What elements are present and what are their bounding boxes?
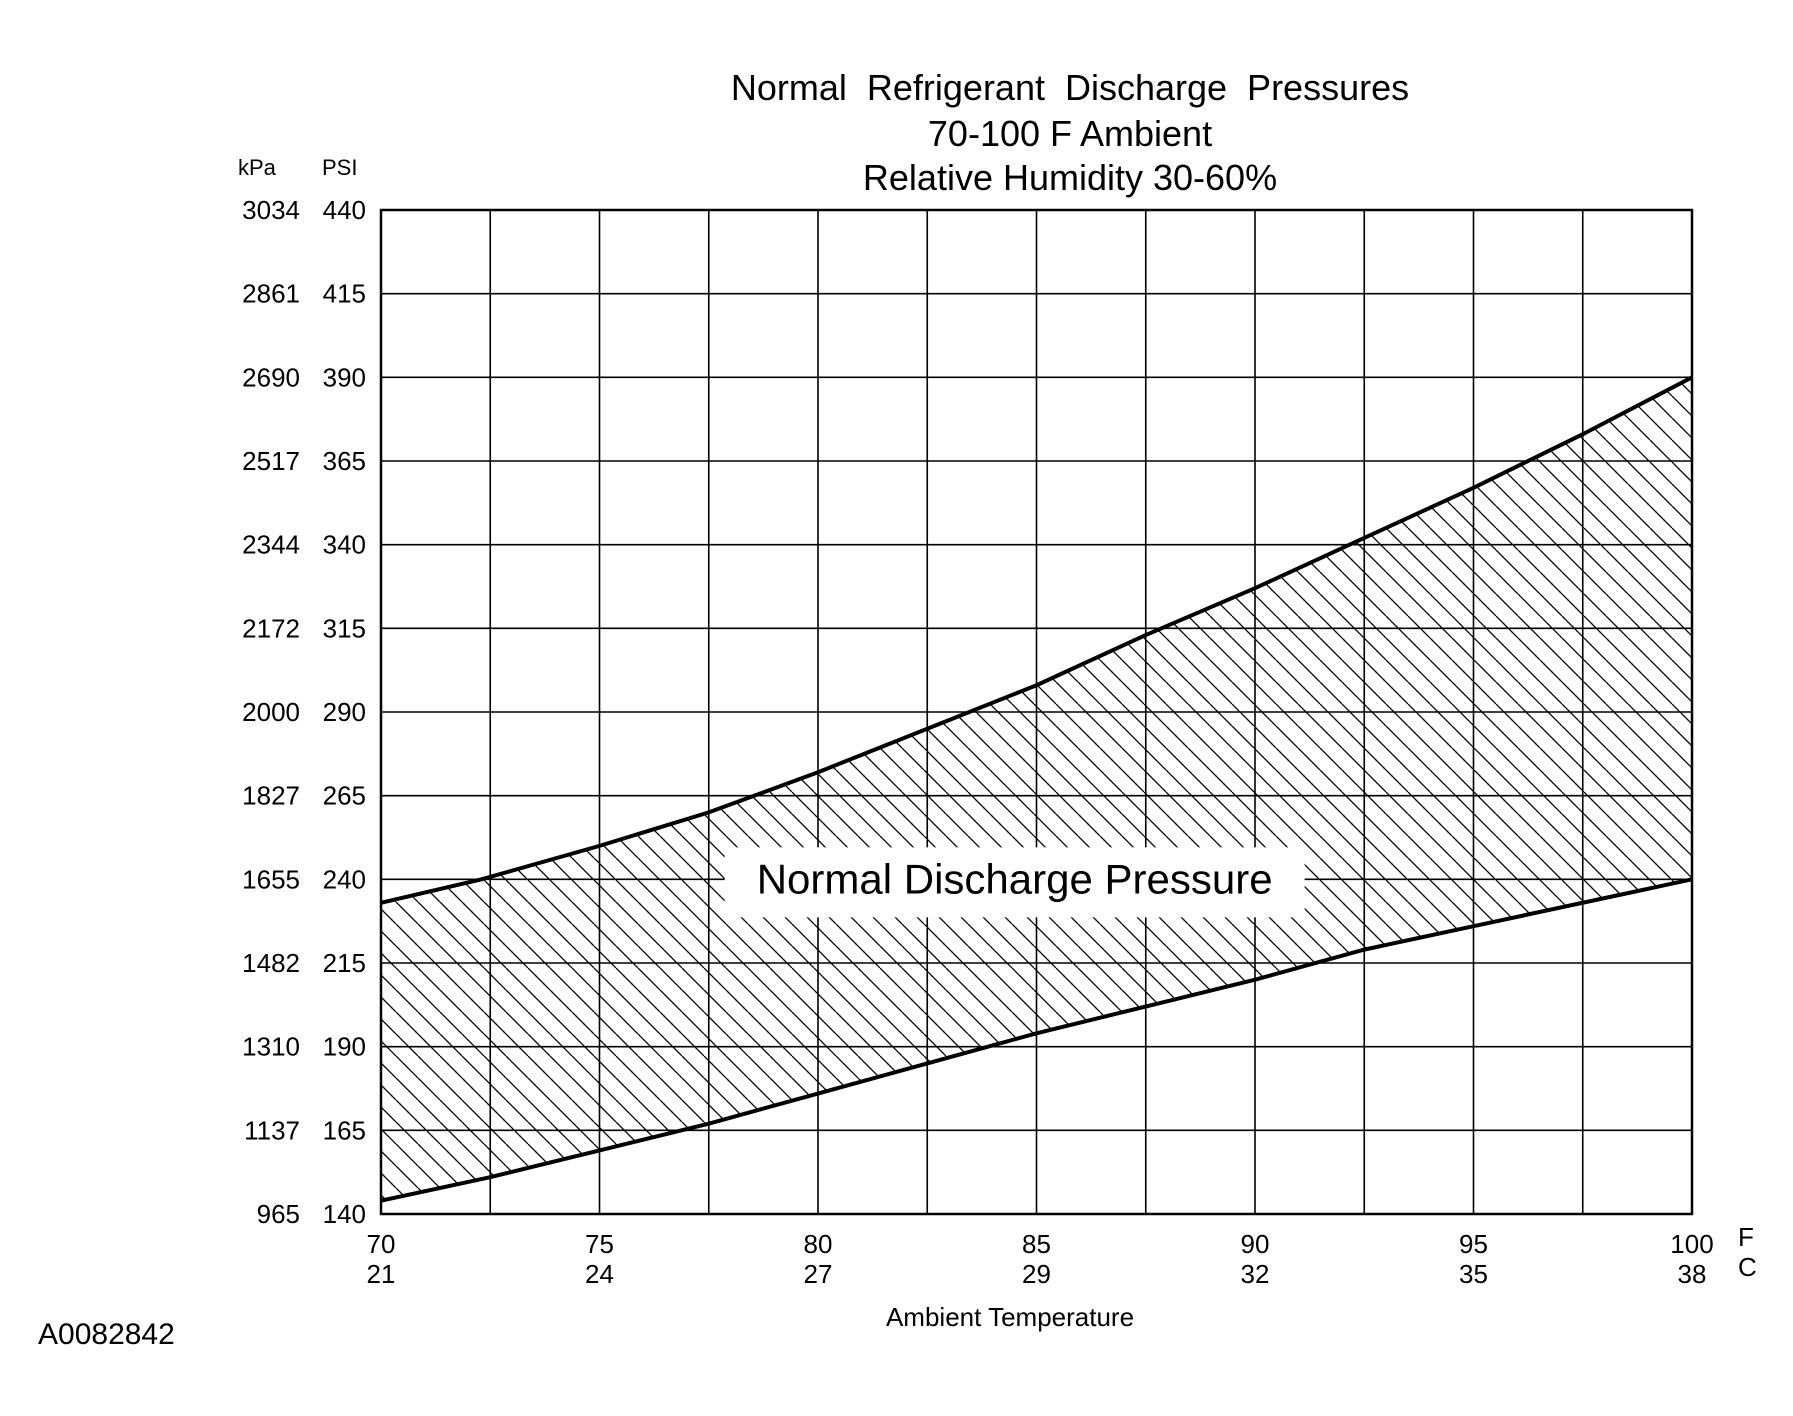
y-unit-kpa-label: kPa <box>238 155 276 180</box>
y-tick-label-psi: 290 <box>323 697 366 727</box>
chart-title-line-2: 70-100 F Ambient <box>927 113 1213 154</box>
upper-limit-line <box>380 375 1693 905</box>
y-tick-label-psi: 140 <box>323 1199 366 1229</box>
x-tick-label-c: 32 <box>1241 1259 1270 1289</box>
y-tick-label-kpa: 1655 <box>242 864 300 894</box>
x-unit-f-label: F <box>1738 1222 1754 1252</box>
y-tick-label-psi: 240 <box>323 864 366 894</box>
y-tick-label-kpa: 2690 <box>242 362 300 392</box>
band-label: Normal Discharge Pressure <box>757 855 1273 902</box>
chart-title-line-3: Relative Humidity 30-60% <box>862 157 1278 198</box>
y-tick-label-kpa: 3034 <box>242 195 300 225</box>
y-tick-label-psi: 365 <box>323 446 366 476</box>
plot-frame <box>379 208 1694 1216</box>
chart-title-line-1: Normal Refrigerant Discharge Pressures <box>730 67 1410 108</box>
band-label-background <box>724 847 1305 918</box>
y-tick-label-psi: 190 <box>323 1032 366 1062</box>
y-tick-label-kpa: 2344 <box>242 530 300 560</box>
x-tick-label-c: 27 <box>804 1259 833 1289</box>
x-axis-title: Ambient Temperature <box>885 1302 1135 1332</box>
x-tick-label-c: 24 <box>585 1259 614 1289</box>
lower-limit-line <box>380 877 1693 1203</box>
x-tick-label-c: 29 <box>1022 1259 1051 1289</box>
y-tick-label-psi: 415 <box>323 279 366 309</box>
normal-band-area <box>381 377 1692 1201</box>
y-tick-label-psi: 265 <box>323 781 366 811</box>
x-tick-label-c: 38 <box>1678 1259 1707 1289</box>
x-tick-label-c: 35 <box>1459 1259 1488 1289</box>
x-tick-label-f: 100 <box>1670 1229 1713 1259</box>
y-tick-label-kpa: 2517 <box>242 446 300 476</box>
x-tick-label-f: 70 <box>367 1229 396 1259</box>
y-tick-label-kpa: 965 <box>257 1199 300 1229</box>
x-tick-label-f: 85 <box>1022 1229 1051 1259</box>
y-tick-label-kpa: 1827 <box>242 781 300 811</box>
y-tick-label-psi: 440 <box>323 195 366 225</box>
y-tick-label-kpa: 1482 <box>242 948 300 978</box>
x-tick-label-f: 90 <box>1241 1229 1270 1259</box>
x-tick-label-f: 95 <box>1459 1229 1488 1259</box>
x-tick-label-c: 21 <box>367 1259 396 1289</box>
y-tick-label-kpa: 1137 <box>244 1115 300 1145</box>
x-unit-c-label: C <box>1738 1252 1757 1282</box>
y-tick-label-kpa: 2861 <box>242 279 300 309</box>
normal-band <box>380 375 1693 1203</box>
x-tick-label-f: 80 <box>804 1229 833 1259</box>
axes <box>379 208 1694 1216</box>
y-tick-label-kpa: 2000 <box>242 697 300 727</box>
y-tick-label-kpa: 1310 <box>242 1032 300 1062</box>
figure-id: A0082842 <box>38 1318 175 1351</box>
x-tick-label-f: 75 <box>585 1229 614 1259</box>
y-tick-label-psi: 215 <box>323 948 366 978</box>
y-tick-label-psi: 390 <box>323 362 366 392</box>
y-tick-label-psi: 165 <box>323 1115 366 1145</box>
y-tick-label-kpa: 2172 <box>242 613 300 643</box>
tick-labels: 140 965 165 1137 190 1310 215 1482 240 1655 265 182… <box>242 195 1714 1289</box>
y-tick-label-psi: 340 <box>323 530 366 560</box>
band-label-group: Normal Discharge Pressure <box>724 847 1305 918</box>
y-unit-psi-label: PSI <box>322 155 358 180</box>
y-tick-label-psi: 315 <box>323 613 366 643</box>
